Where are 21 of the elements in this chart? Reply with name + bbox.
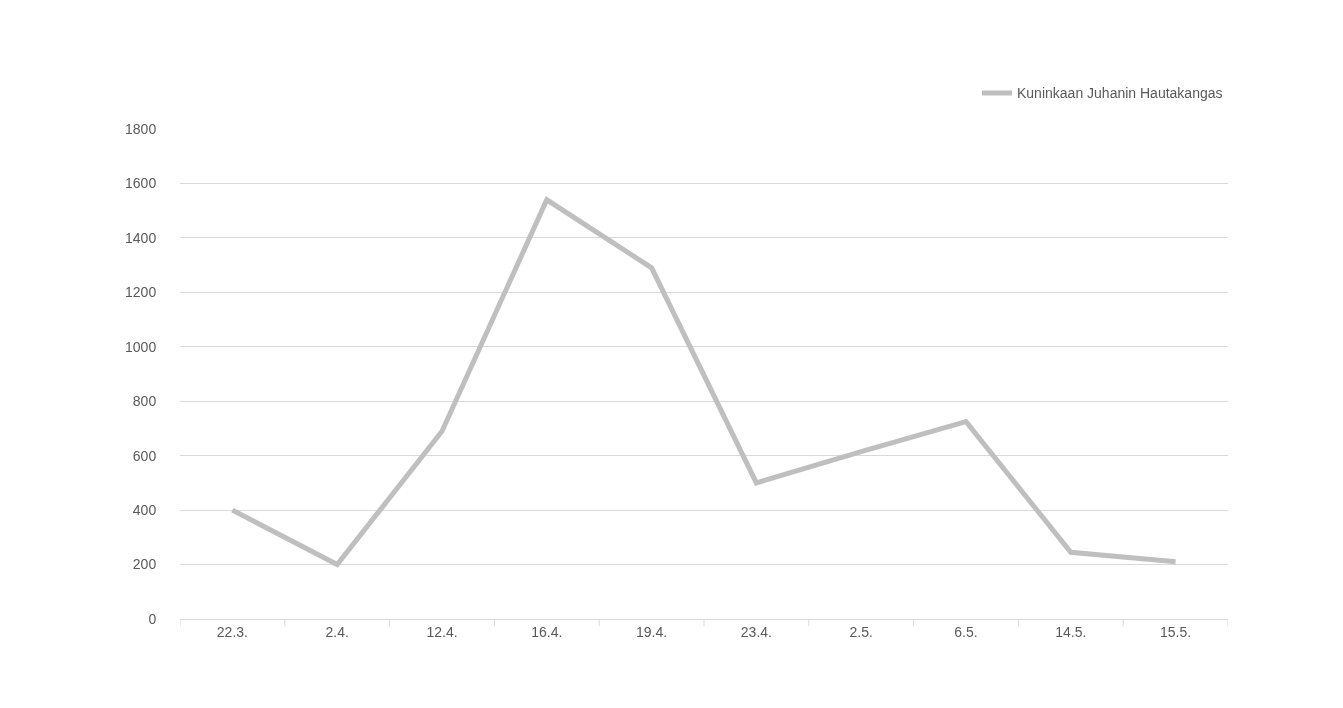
y-tick-label: 1800 [125, 120, 157, 137]
legend-label: Kuninkaan Juhanin Hautakangas [1017, 85, 1223, 102]
y-tick-label: 800 [132, 393, 157, 410]
x-tick-label: 19.4. [636, 623, 668, 640]
y-tick-label: 1200 [125, 284, 157, 301]
x-tick-label: 2.4. [325, 623, 349, 640]
x-tick-label: 23.4. [740, 623, 772, 640]
x-tick-label: 12.4. [426, 623, 458, 640]
x-tick-label: 22.3. [216, 623, 248, 640]
x-tick-label: 2.5. [849, 623, 873, 640]
x-tick-label: 14.5. [1055, 623, 1087, 640]
y-tick-label: 1000 [125, 338, 157, 355]
y-tick-label: 400 [132, 502, 157, 519]
y-tick-label: 1400 [125, 229, 157, 246]
y-tick-label: 1600 [125, 175, 157, 192]
x-tick-label: 16.4. [531, 623, 563, 640]
y-tick-label: 200 [132, 556, 157, 573]
y-tick-label: 600 [132, 447, 157, 464]
y-tick-label: 0 [148, 610, 157, 627]
x-tick-label: 6.5. [954, 623, 978, 640]
x-tick-label: 15.5. [1160, 623, 1192, 640]
